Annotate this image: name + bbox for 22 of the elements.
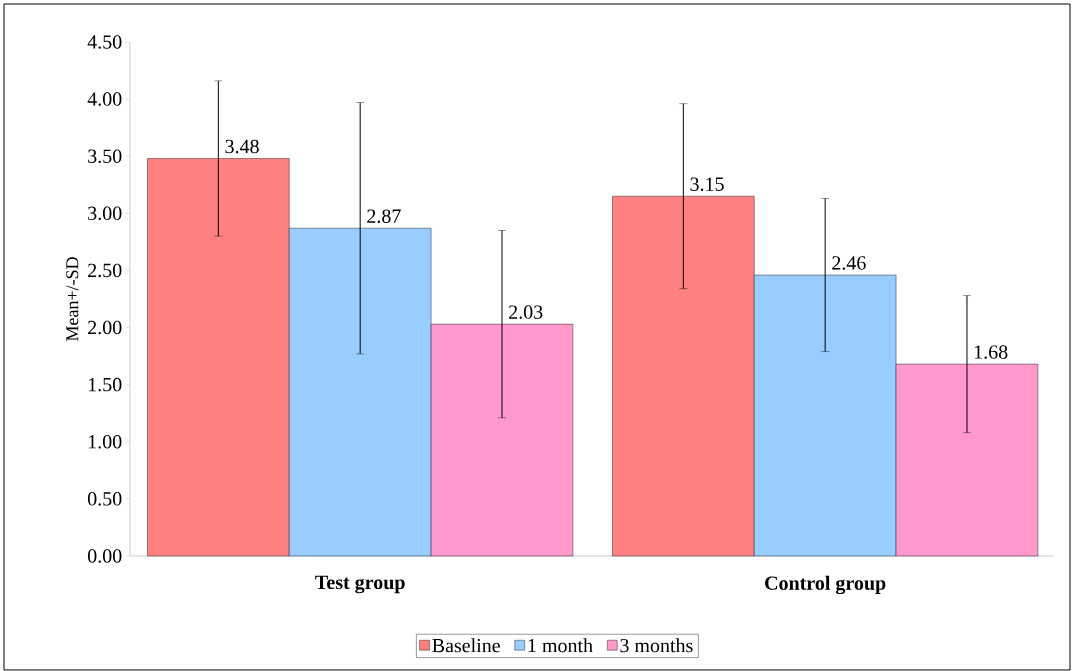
y-tick-label: 0.50 (87, 492, 122, 506)
legend-label: 1 month (528, 638, 593, 653)
legend-label: Baseline (432, 638, 500, 653)
legend-label: 3 months (620, 638, 693, 653)
x-tick-label: Test group (315, 575, 405, 594)
y-axis-title: Mean+/-SD (66, 257, 79, 342)
data-label: 3.48 (225, 139, 259, 154)
y-tick-label: 2.50 (88, 263, 122, 278)
x-tick-label: Control group (765, 575, 886, 595)
y-tick-label: 3.00 (88, 206, 122, 221)
data-label: 3.15 (690, 177, 724, 191)
y-tick-label: 1.00 (88, 434, 122, 449)
y-tick-label: 4.50 (87, 35, 122, 49)
y-tick-label: 1.50 (88, 377, 122, 392)
data-label: 1.68 (974, 345, 1008, 359)
y-tick-label: 3.50 (88, 149, 122, 164)
y-tick-label: 2.00 (88, 320, 122, 335)
data-label: 2.03 (509, 305, 543, 319)
y-tick-label: 0.00 (87, 549, 122, 563)
y-tick-label: 4.00 (87, 92, 122, 106)
data-label: 2.46 (832, 256, 866, 270)
data-label: 2.87 (367, 209, 401, 223)
